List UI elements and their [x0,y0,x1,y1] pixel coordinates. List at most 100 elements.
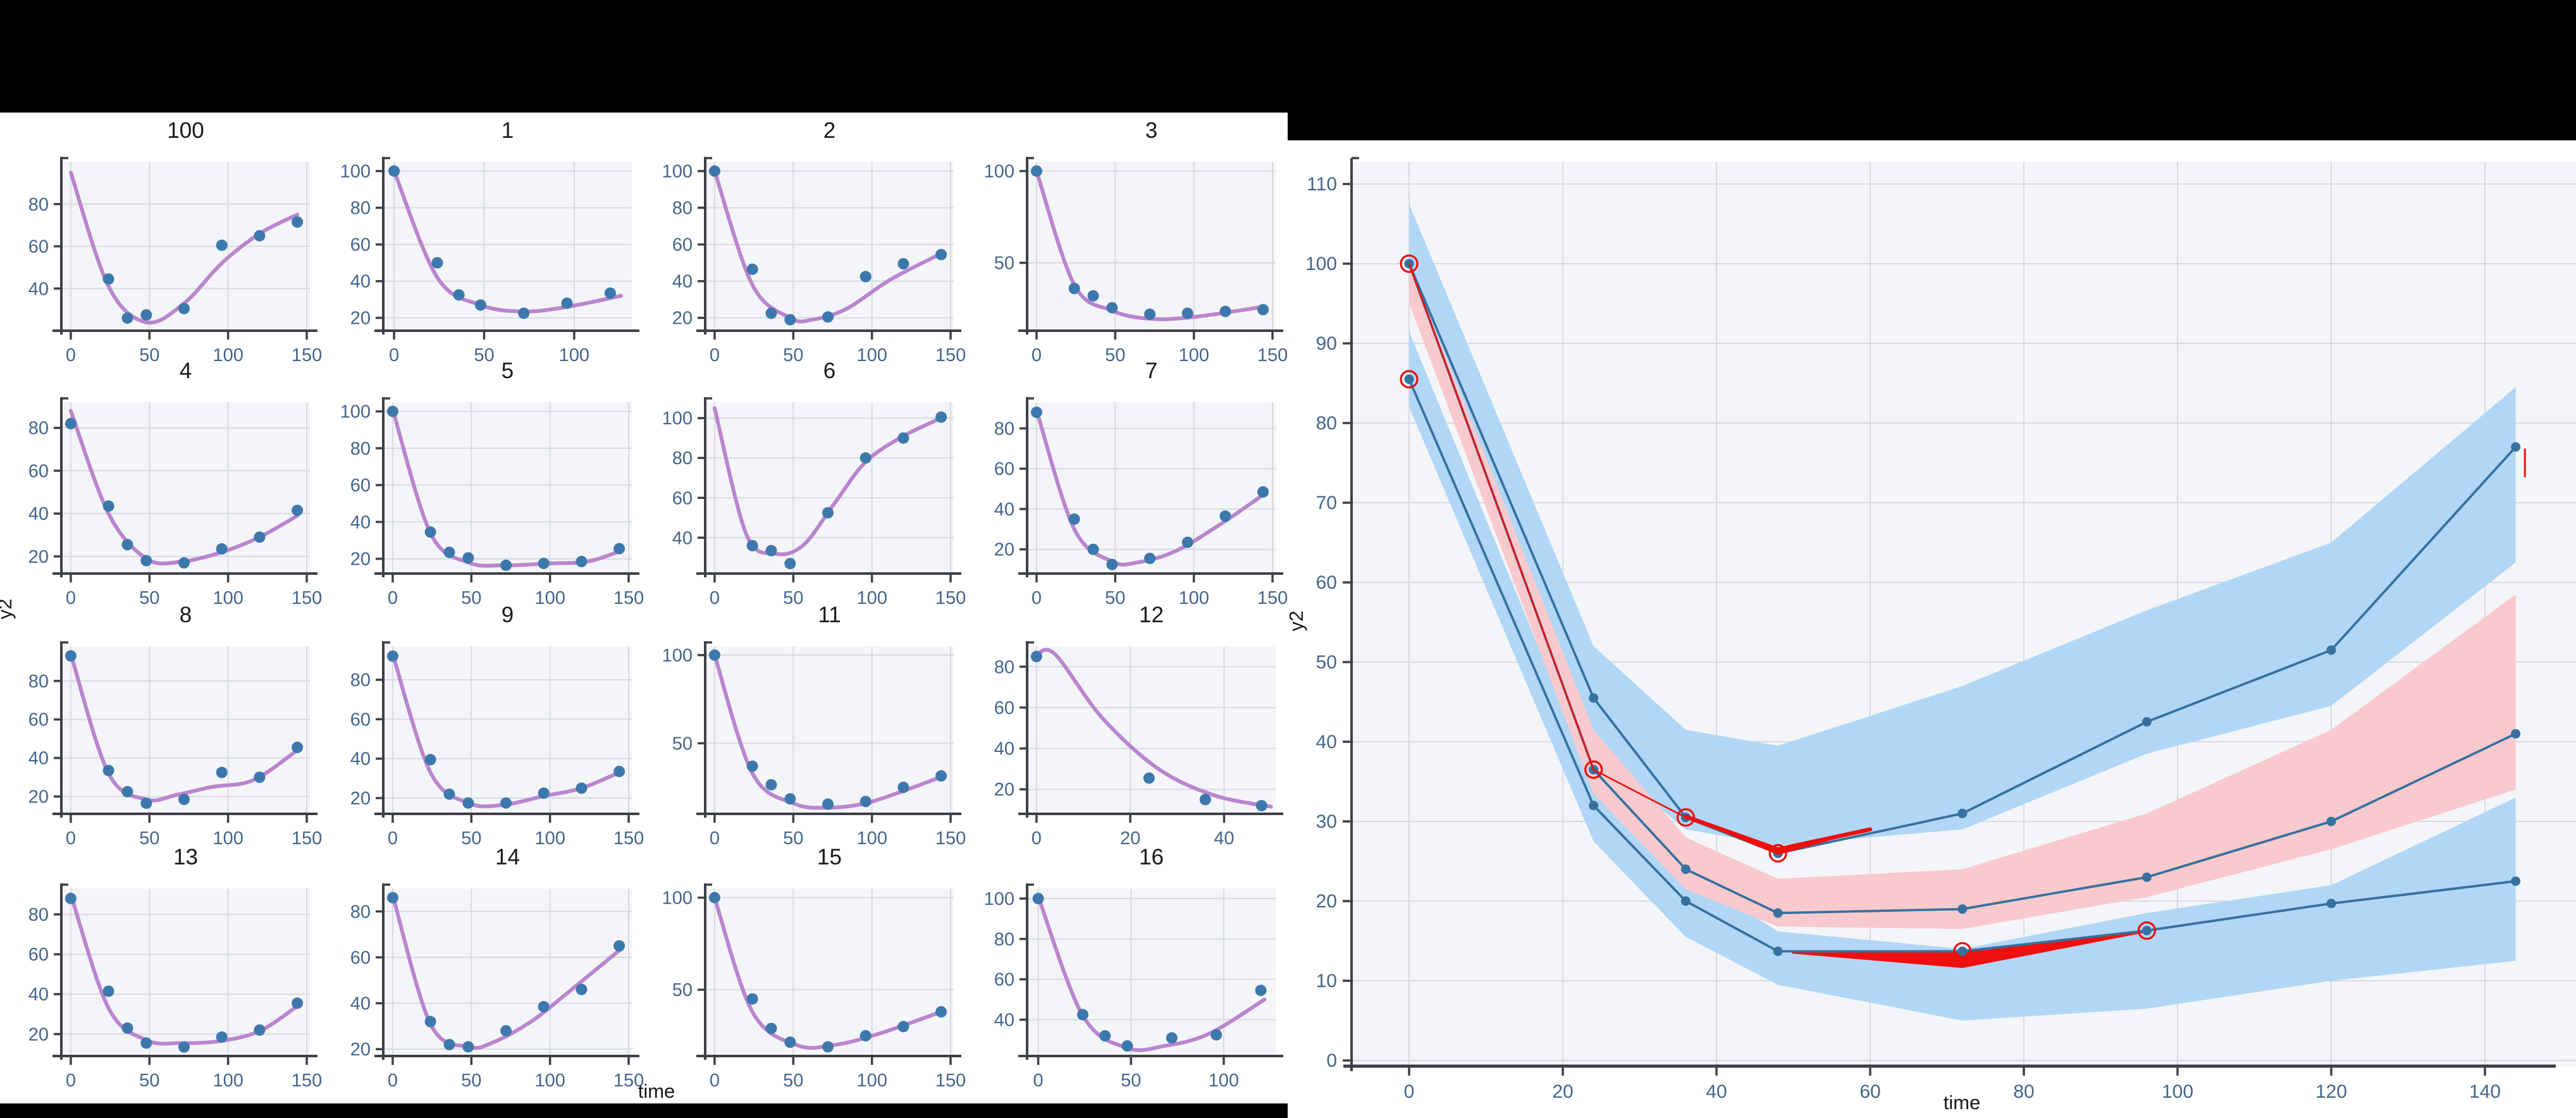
data-point [1257,486,1269,498]
series-marker [1957,808,1968,818]
data-point [424,526,436,538]
data-point [604,287,616,299]
y-tick-label: 80 [994,657,1014,677]
data-point [388,165,400,177]
data-point [216,543,228,555]
x-tick-label: 100 [2162,1081,2193,1102]
x-tick-label: 50 [783,828,803,849]
data-point [1166,1032,1178,1044]
data-point [178,794,190,806]
subplot-12: 20 40 60 80 0 20 40 12 [994,603,1283,849]
y-tick-label: 100 [1305,254,1337,274]
outlier-circle [1768,844,1787,863]
y-tick-label: 40 [672,528,693,548]
prediction-figure: 0 10 20 30 40 50 60 70 80 90 100 110 0 20 40 60 80 100 120… [1288,140,2576,1118]
data-point [860,271,872,283]
data-point [860,1029,872,1041]
plot-background [61,646,310,814]
x-tick-label: 50 [783,1071,803,1091]
y-tick-label: 100 [662,408,693,429]
data-point [216,239,228,251]
y-tick-label: 40 [994,739,1014,759]
subplot-title: 1 [502,118,514,143]
x-tick-label: 50 [139,345,159,366]
subplot-title: 100 [167,118,204,143]
x-tick-label: 100 [213,828,243,849]
series-marker [1680,864,1691,875]
series-marker [2142,872,2152,882]
x-tick-label: 100 [856,828,887,849]
data-point [576,983,588,995]
subplot-14: 20 40 60 80 0 50 100 150 14 [350,845,644,1091]
y-tick-label: 60 [350,476,371,496]
subplot-title: 13 [173,845,198,869]
subplot-7: 20 40 60 80 0 50 100 150 7 [994,359,1288,608]
x-tick-label: 0 [1032,345,1042,366]
y-tick-label: 40 [672,272,693,292]
y-tick-label: 20 [350,789,371,809]
x-tick-label: 150 [292,345,322,366]
x-tick-label: 50 [783,588,803,608]
y-tick-label: 20 [994,540,1014,560]
subplot-title: 2 [823,118,835,143]
data-point [935,249,947,261]
data-point [102,500,114,512]
y-tick-label: 60 [994,459,1014,479]
data-point [935,1006,947,1018]
data-point [765,544,777,556]
subplot-5: 20 40 60 80 100 0 50 100 150 5 [340,359,644,608]
series-marker [1404,374,1414,384]
plot-background [705,646,954,814]
x-tick-label: 40 [1706,1081,1727,1102]
series-marker [1957,946,1968,956]
fit-curve [1034,408,1266,567]
x-tick-label: 0 [66,1071,76,1091]
subplot-title: 4 [180,359,192,383]
data-point [121,1022,133,1034]
data-point [500,797,512,809]
x-tick-label: 100 [1178,588,1209,608]
x-tick-label: 150 [292,1071,322,1091]
x-tick-label: 100 [856,588,887,608]
data-point [746,539,758,551]
series-marker [1589,801,1599,811]
data-point [102,273,114,285]
x-tick-label: 0 [1033,1071,1044,1091]
x-tick-label: 0 [710,1071,720,1091]
y-tick-label: 60 [28,710,49,730]
data-point [561,297,573,309]
x-tick-label: 50 [139,828,159,849]
series-marker [2511,728,2521,739]
x-tick-label: 100 [213,588,243,608]
data-point [292,741,304,753]
x-tick-label: 0 [66,345,76,366]
fit-curve [712,169,944,324]
outlier-circle [1676,808,1696,827]
subplot-title: 12 [1139,603,1164,627]
subplot-title: 3 [1145,118,1157,143]
y-tick-label: 20 [350,309,371,329]
subplot-title: 15 [817,845,842,869]
x-tick-label: 50 [461,588,481,608]
x-tick-label: 100 [1209,1071,1239,1091]
data-point [1068,283,1080,295]
plot-background [61,402,310,574]
subplot-title: 8 [180,603,192,627]
data-point [897,782,909,794]
data-point [216,1031,228,1043]
subplot-4: 20 40 60 80 0 50 100 150 4 [28,359,322,608]
y-tick-label: 60 [994,970,1014,990]
data-point [765,778,777,790]
y-tick-label: 80 [350,670,371,691]
y-tick-label: 10 [1316,971,1337,992]
data-point [65,417,77,429]
y-tick-label: 40 [350,749,371,770]
y-tick-label: 50 [672,980,693,1000]
data-point [443,1038,455,1050]
series-line-individual-middle [1408,263,2517,914]
y-tick-label: 40 [350,512,371,532]
fit-curve [1034,648,1273,809]
y-tick-label: 80 [994,930,1014,950]
y-tick-label: 20 [1316,891,1337,912]
data-point [424,754,436,766]
